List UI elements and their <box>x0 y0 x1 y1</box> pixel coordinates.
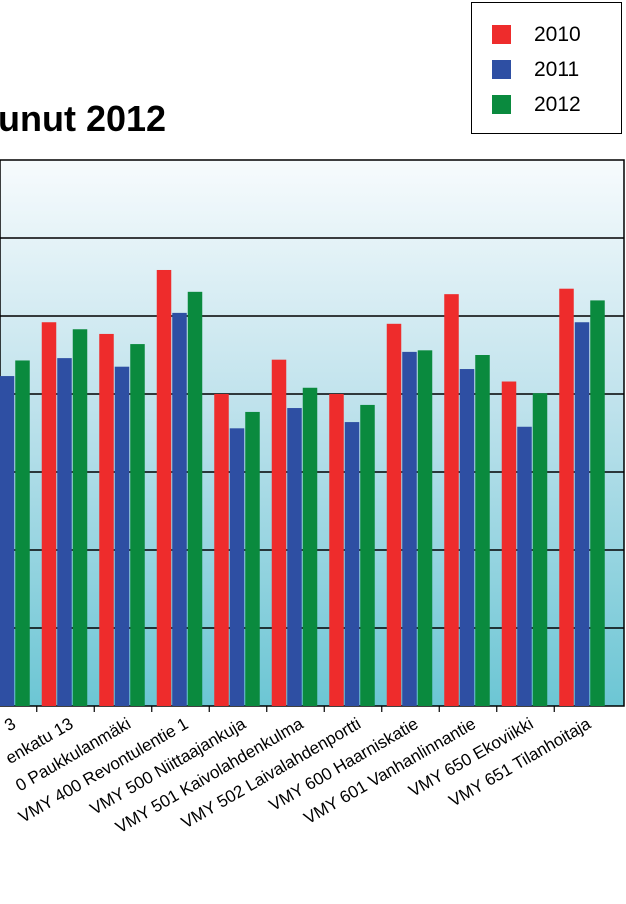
bar-2011 <box>114 366 130 706</box>
bar-2011 <box>344 422 360 706</box>
bar-2010 <box>214 394 229 706</box>
bar-2012 <box>187 291 203 706</box>
bar-2011 <box>229 428 245 706</box>
bar-2010 <box>41 322 57 706</box>
bar-2012 <box>72 329 88 706</box>
chart-title: unut 2012 <box>0 98 167 139</box>
bar-2011 <box>172 312 187 706</box>
bar-2010 <box>444 294 459 706</box>
bar-2012 <box>130 344 145 706</box>
bar-2012 <box>245 411 260 706</box>
bar-2011 <box>459 369 475 706</box>
bar-2012 <box>302 387 318 706</box>
bar-2012 <box>590 300 605 706</box>
legend-label: 2010 <box>534 23 581 46</box>
legend-label: 2012 <box>534 93 581 116</box>
bar-2012 <box>360 404 375 706</box>
bar-2011 <box>574 322 590 706</box>
bar-2011 <box>0 376 15 706</box>
legend-swatch <box>492 25 511 44</box>
bar-2010 <box>156 269 172 706</box>
legend-label: 2011 <box>534 58 580 81</box>
bar-2010 <box>559 288 574 706</box>
bar-2010 <box>271 359 287 706</box>
x-tick-label: 3 <box>1 714 19 735</box>
bar-2011 <box>287 408 302 706</box>
bar-2011 <box>57 358 72 706</box>
bar-2010 <box>386 323 402 706</box>
bar-2012 <box>532 393 548 706</box>
bar-2011 <box>517 426 532 706</box>
bar-2011 <box>402 351 417 706</box>
bar-2010 <box>329 394 344 706</box>
bar-2010 <box>501 381 517 706</box>
bar-2012 <box>417 350 433 706</box>
legend-swatch <box>492 95 511 114</box>
legend-swatch <box>492 60 511 79</box>
bar-2010 <box>99 333 114 706</box>
bar-2012 <box>15 360 30 706</box>
bar-2012 <box>475 355 490 706</box>
legend: 2010 2011 2012 <box>471 2 622 134</box>
